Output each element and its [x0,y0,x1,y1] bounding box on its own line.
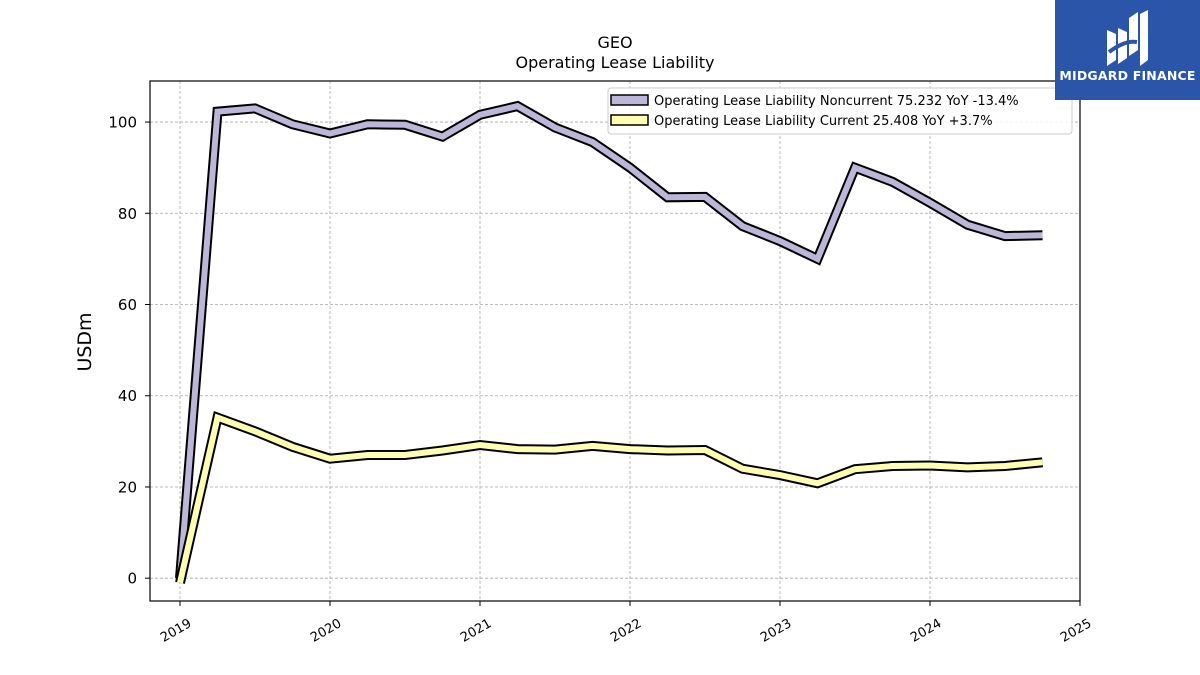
data-point [740,466,745,471]
data-point [703,448,708,453]
data-point [478,112,483,117]
y-axis-label: USDm [74,312,96,371]
x-tick-label: 2024 [908,616,944,646]
data-point [178,580,183,585]
y-tick-label: 80 [118,205,137,223]
data-point [515,447,520,452]
data-point [553,125,558,130]
chart-subtitle: Operating Lease Liability [515,53,714,72]
data-point [590,140,595,145]
legend-swatch [610,94,649,106]
series-outline [175,410,1043,584]
logo-text: MIDGARD FINANCE [1059,68,1196,83]
data-point [440,134,445,139]
x-tick-label: 2021 [458,616,494,646]
data-point [928,200,933,205]
y-tick-label: 60 [118,296,137,314]
data-point [928,463,933,468]
y-tick-label: 100 [108,114,137,132]
data-point [703,194,708,199]
data-point [1040,233,1045,238]
data-point [403,122,408,127]
data-point [328,456,333,461]
x-tick-label: 2020 [308,616,344,646]
series-outline [175,100,1043,579]
data-point [778,473,783,478]
axis-ticks: 2019 2020 2021 2022 2023 2024 2025 0 20 40 60 80 100 [108,114,1094,646]
data-point [965,222,970,227]
legend-label: Operating Lease Liability Current 25.408… [654,114,993,129]
midgard-logo-icon [1107,10,1148,66]
data-point [365,453,370,458]
chart-title: GEO [597,33,632,52]
data-point [403,453,408,458]
data-point [665,195,670,200]
data-point [365,122,370,127]
data-point [1040,460,1045,465]
data-point [590,443,595,448]
data-point [253,106,258,111]
x-tick-label: 2022 [608,616,644,646]
x-tick-label: 2019 [158,616,194,646]
series-lines [175,100,1045,585]
data-point [1003,234,1008,239]
data-point [215,109,220,114]
data-point [890,179,895,184]
series-line [177,102,1043,579]
data-point [440,448,445,453]
data-point [628,447,633,452]
data-point [478,443,483,448]
data-point [1003,463,1008,468]
data-point [628,165,633,170]
data-point [665,448,670,453]
legend-box [607,87,1073,135]
y-tick-label: 0 [127,570,137,588]
plot-frame [149,80,1081,602]
y-tick-label: 40 [118,387,137,405]
midgard-finance-logo: MIDGARD FINANCE [1055,0,1200,100]
data-point [515,104,520,109]
data-point [853,467,858,472]
legend-label: Operating Lease Liability Noncurrent 75.… [654,94,1019,109]
y-tick-label: 20 [118,478,137,496]
data-point [778,239,783,244]
data-point [740,224,745,229]
x-tick-label: 2025 [1058,616,1094,646]
x-tick-label: 2023 [758,616,794,646]
data-point [215,415,220,420]
data-point [253,429,258,434]
data-point [890,463,895,468]
data-point [553,447,558,452]
data-point [290,444,295,449]
data-point [965,465,970,470]
legend: Operating Lease Liability Noncurrent 75.… [607,87,1073,135]
series-line [177,413,1043,584]
data-point [290,122,295,127]
data-point [815,256,820,261]
data-point [853,165,858,170]
data-point [328,131,333,136]
data-point [815,481,820,486]
legend-swatch [610,114,649,126]
